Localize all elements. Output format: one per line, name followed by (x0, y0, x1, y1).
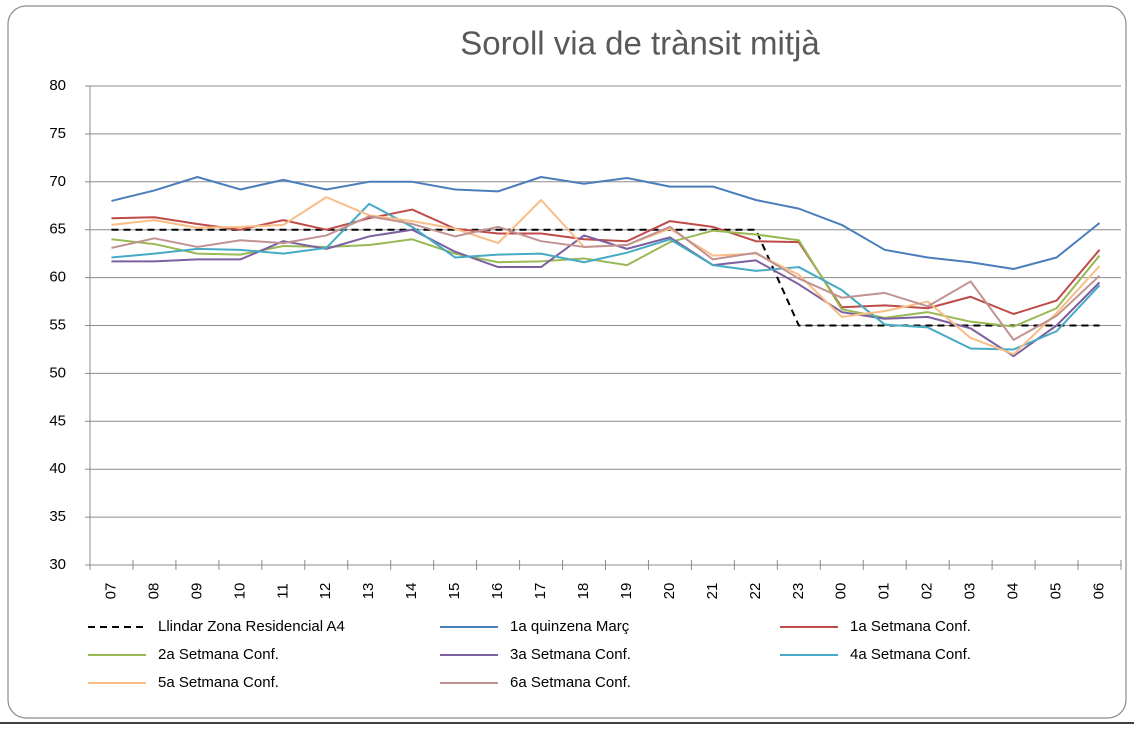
x-tick-label: 16 (489, 583, 506, 600)
chart-title: Soroll via de trànsit mitjà (460, 25, 820, 62)
x-tick-label: 10 (231, 583, 248, 600)
legend-label: 4a Setmana Conf. (850, 646, 971, 663)
x-tick-label: 06 (1090, 583, 1107, 600)
x-tick-label: 17 (532, 583, 549, 600)
x-tick-label: 12 (317, 583, 334, 600)
x-tick-label: 20 (661, 583, 678, 600)
y-tick-label: 35 (49, 508, 66, 525)
legend-label: 2a Setmana Conf. (158, 646, 279, 663)
x-tick-label: 01 (876, 583, 893, 600)
y-tick-label: 50 (49, 364, 66, 381)
legend-label: 6a Setmana Conf. (510, 674, 631, 691)
series-line (111, 202, 1101, 351)
y-tick-label: 40 (49, 460, 66, 477)
series-line (111, 229, 1101, 328)
y-tick-label: 60 (49, 269, 66, 286)
series-line (111, 176, 1101, 270)
y-tick-label: 45 (49, 412, 66, 429)
y-tick-label: 65 (49, 221, 66, 238)
x-tick-label: 22 (747, 583, 764, 600)
y-tick-label: 70 (49, 173, 66, 190)
legend-label: 5a Setmana Conf. (158, 674, 279, 691)
y-tick-label: 55 (49, 316, 66, 333)
series-line (111, 215, 1101, 341)
x-tick-label: 13 (360, 583, 377, 600)
x-tick-label: 19 (618, 583, 635, 600)
x-tick-label: 15 (446, 583, 463, 600)
x-tick-label: 08 (145, 583, 162, 600)
x-tick-label: 00 (833, 583, 850, 600)
y-tick-label: 30 (49, 556, 66, 573)
legend-label: 3a Setmana Conf. (510, 646, 631, 663)
x-tick-label: 23 (790, 583, 807, 600)
x-tick-label: 02 (919, 583, 936, 600)
chart-border (7, 5, 1127, 719)
legend-label: 1a quinzena Març (510, 618, 630, 635)
y-tick-label: 75 (49, 125, 66, 142)
x-tick-label: 09 (188, 583, 205, 600)
x-tick-label: 03 (962, 583, 979, 600)
y-tick-label: 80 (49, 77, 66, 94)
x-tick-label: 21 (704, 583, 721, 600)
x-tick-label: 04 (1005, 583, 1022, 600)
series-line (111, 228, 1100, 327)
x-tick-label: 07 (102, 583, 119, 600)
series-line (111, 228, 1101, 358)
legend-label: Llindar Zona Residencial A4 (158, 618, 345, 635)
x-tick-label: 18 (575, 583, 592, 600)
x-tick-label: 11 (274, 583, 291, 599)
legend-label: 1a Setmana Conf. (850, 618, 971, 635)
x-tick-label: 05 (1048, 583, 1065, 600)
x-tick-label: 14 (403, 583, 420, 600)
